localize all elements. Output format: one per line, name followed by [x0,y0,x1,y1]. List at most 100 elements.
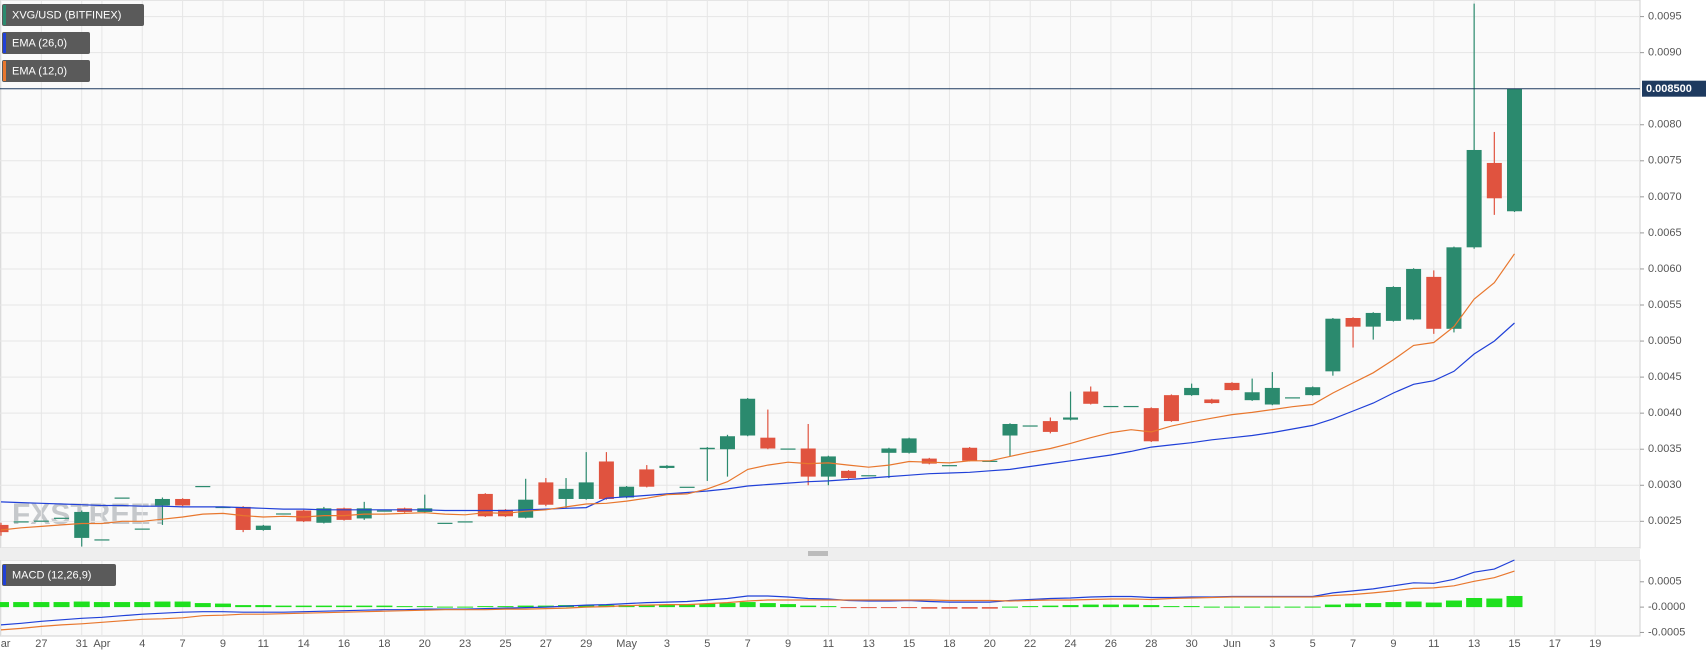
candle-body [962,447,978,461]
x-tick-label: 31 [76,638,88,650]
histogram-bar [154,601,171,608]
candle-body [679,486,695,488]
candle-body [296,510,312,522]
x-tick-label: 18 [378,638,390,650]
x-tick-label: 29 [580,638,592,650]
candle-body [659,465,675,468]
histogram-bar [396,606,413,608]
x-tick-label: 24 [1064,638,1076,650]
histogram-bar [719,603,736,608]
x-tick-label: 23 [459,638,471,650]
histogram-bar [1203,606,1220,608]
candle-body [578,482,594,499]
histogram-bar [0,602,9,608]
candle-body [33,520,49,522]
histogram-bar [1405,601,1422,608]
candle-body [437,522,453,524]
histogram-bar [578,605,595,608]
legend-swatch [3,5,6,25]
histogram-bar [295,605,312,608]
histogram-bar [376,605,393,608]
x-tick-label: 7 [180,638,186,650]
histogram-bar [1486,598,1503,608]
candle-body [1406,268,1422,320]
candle-body [1022,425,1038,427]
candle-body [921,458,937,464]
y-tick-label: 0.0025 [1648,515,1682,527]
histogram-bar [416,606,433,608]
candle-body [820,456,836,477]
candle-body [1305,387,1321,396]
candle-body [1365,312,1381,327]
candle-body [639,469,655,487]
histogram-bar [679,604,696,608]
candle-body [1123,405,1139,408]
candle-body [74,511,90,538]
ema-line [0,322,1515,512]
histogram-bar [1082,604,1099,608]
histogram-bar [820,606,837,608]
y-tick-label: 0.0080 [1648,119,1682,131]
legend-label: XVG/USD (BITFINEX) [12,9,121,21]
histogram-bar [759,603,776,608]
histogram-bar [941,607,958,609]
y-tick-label: 0.0060 [1648,263,1682,275]
histogram-bar [780,604,797,608]
candle-body [154,498,170,506]
histogram-bar [1324,604,1341,608]
x-tick-label: 5 [704,638,710,650]
candle-body [1163,395,1179,422]
candle-body [235,506,251,530]
histogram-bar [1163,606,1180,608]
y-tick-label: 0.0090 [1648,47,1682,59]
legend-box [2,564,116,586]
candle-body [457,521,473,523]
last-price-box [1642,80,1706,97]
histogram-bar [860,607,877,609]
y-tick-label: 0.0055 [1648,299,1682,311]
x-tick-label: 30 [1185,638,1197,650]
x-tick-label: 16 [338,638,350,650]
histogram-bar [275,605,292,608]
y-tick-label: 0.0005 [1648,576,1682,588]
x-tick-label: 17 [1549,638,1561,650]
histogram-bar [517,605,534,608]
candle-body [901,438,917,453]
candle-body [1325,318,1341,372]
y-tick-label: 0.0040 [1648,407,1682,419]
candle-body [1285,397,1301,399]
x-tick-label: 7 [1350,638,1356,650]
x-tick-label: 13 [863,638,875,650]
candle-body [619,486,635,498]
histogram-bar [1244,606,1261,608]
legend: XVG/USD (BITFINEX) EMA (26,0) EMA (12,0) MA… [2,4,144,586]
candle-body [881,448,897,453]
x-tick-label: 11 [1428,638,1439,650]
histogram-bar [457,606,474,608]
histogram-bar [336,605,353,608]
legend-swatch [3,61,6,81]
candle-body [1466,149,1482,248]
axes: Mar 27 31 Apr 4 7 9 11 14 16 18 20 23 25 27 29 May 3 5 7 9 11… [0,10,1706,650]
histogram-bar [1506,595,1523,608]
candle-body [13,521,29,523]
candle-body [356,508,372,519]
candle-body [0,524,9,533]
candle-body [1224,382,1240,391]
legend-swatch [3,33,6,53]
histogram-bar [880,607,897,609]
histogram-bar [1102,604,1119,608]
histogram-bar [537,605,554,608]
candle-body [780,448,796,450]
y-tick-label: 0.0075 [1648,155,1682,167]
histogram-bar [1345,603,1362,608]
histogram-bar [1365,603,1382,608]
histogram-bar [356,605,373,608]
legend-label: EMA (26,0) [12,37,67,49]
histogram-bar [658,604,675,608]
candle-body [1426,276,1442,329]
histogram-bar [1223,606,1240,608]
candle-body [1204,399,1220,404]
candle-body [538,482,554,505]
